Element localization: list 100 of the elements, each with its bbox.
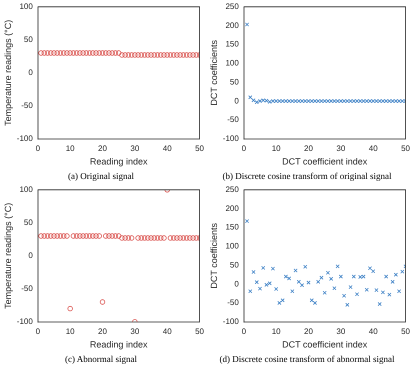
point xyxy=(177,235,183,241)
point xyxy=(184,235,190,241)
point xyxy=(352,99,356,104)
x-tick-label: 50 xyxy=(401,326,411,336)
y-tick-label: -50 xyxy=(227,298,240,308)
point xyxy=(248,289,252,294)
point xyxy=(364,288,369,292)
point xyxy=(368,266,372,270)
y-tick-label: 100 xyxy=(19,185,34,194)
point xyxy=(106,233,112,239)
point xyxy=(316,280,320,284)
y-tick-label: -50 xyxy=(21,101,34,110)
y-tick-label: 0 xyxy=(28,251,34,260)
x-tick-label: 0 xyxy=(242,144,247,153)
x-tick-label: 20 xyxy=(304,144,314,153)
point xyxy=(361,274,366,279)
point xyxy=(355,292,360,296)
y-tick-label: 200 xyxy=(225,20,240,30)
point xyxy=(161,235,167,241)
text: (c) Abnormal signal xyxy=(65,354,138,364)
point xyxy=(384,274,388,279)
point xyxy=(148,235,154,241)
y-tick-label: 0 xyxy=(234,279,240,288)
point xyxy=(270,99,275,104)
point xyxy=(348,285,353,290)
point xyxy=(358,99,362,104)
y-tick-label: 50 xyxy=(230,77,240,86)
point xyxy=(152,235,157,241)
point xyxy=(170,235,176,241)
point xyxy=(319,276,324,280)
point xyxy=(338,274,343,279)
point xyxy=(342,294,346,298)
point xyxy=(374,99,378,104)
point xyxy=(158,235,164,241)
x-tick-label: 20 xyxy=(98,144,108,153)
y-tick-label: 200 xyxy=(225,204,240,213)
point xyxy=(326,270,330,275)
point xyxy=(122,235,128,241)
point xyxy=(64,233,70,239)
point xyxy=(390,99,395,104)
point xyxy=(329,276,334,281)
y-tick-label: 50 xyxy=(24,218,34,228)
point xyxy=(378,99,382,104)
point xyxy=(371,269,376,274)
point xyxy=(348,99,353,104)
point xyxy=(342,99,346,104)
point xyxy=(112,233,118,239)
point xyxy=(42,233,47,239)
x-tick-label: 30 xyxy=(130,144,140,153)
point xyxy=(80,233,86,239)
point xyxy=(394,272,398,277)
point xyxy=(290,289,294,294)
point xyxy=(336,264,340,268)
point xyxy=(400,99,404,104)
point xyxy=(332,286,336,290)
x-tick-label: 20 xyxy=(98,326,108,336)
point xyxy=(270,266,275,271)
text: (d) Discrete cosine transform of abnormal signal xyxy=(220,354,395,364)
point xyxy=(58,233,64,239)
point xyxy=(251,270,256,274)
point xyxy=(44,233,50,239)
x-tick-label: 40 xyxy=(368,144,378,153)
x-tick-label: 30 xyxy=(336,326,346,336)
x-tick-label: 50 xyxy=(195,326,205,336)
point xyxy=(174,235,180,241)
x-tick-label: 40 xyxy=(162,326,172,336)
text: (b) Discrete cosine transform of original signal xyxy=(222,170,392,181)
point xyxy=(294,99,298,104)
point xyxy=(390,280,395,284)
point xyxy=(274,99,278,104)
point xyxy=(138,235,144,241)
y-tick-label: -50 xyxy=(227,115,240,124)
y-tick-label: 150 xyxy=(225,222,240,232)
point xyxy=(280,298,285,302)
y-tick-label: 50 xyxy=(230,260,240,270)
point xyxy=(77,233,83,239)
point xyxy=(296,99,301,104)
y-tick-label: -100 xyxy=(222,317,240,326)
point xyxy=(60,233,66,239)
point xyxy=(300,283,304,288)
point xyxy=(312,300,318,305)
point xyxy=(358,274,362,279)
point xyxy=(100,299,106,305)
y-tick-label: 250 xyxy=(225,185,240,194)
point xyxy=(258,99,262,104)
y-tick-label: -100 xyxy=(222,134,240,144)
y-tick-label: 0 xyxy=(28,68,34,78)
point xyxy=(268,100,272,104)
point xyxy=(284,99,288,104)
point xyxy=(254,280,259,284)
point xyxy=(70,233,76,239)
point xyxy=(128,235,134,241)
point xyxy=(84,233,90,239)
point xyxy=(268,281,272,286)
x-tick-label: 40 xyxy=(162,144,172,153)
point xyxy=(274,286,278,292)
point xyxy=(90,233,96,239)
point xyxy=(294,268,298,273)
point xyxy=(284,274,288,279)
point xyxy=(397,289,402,294)
